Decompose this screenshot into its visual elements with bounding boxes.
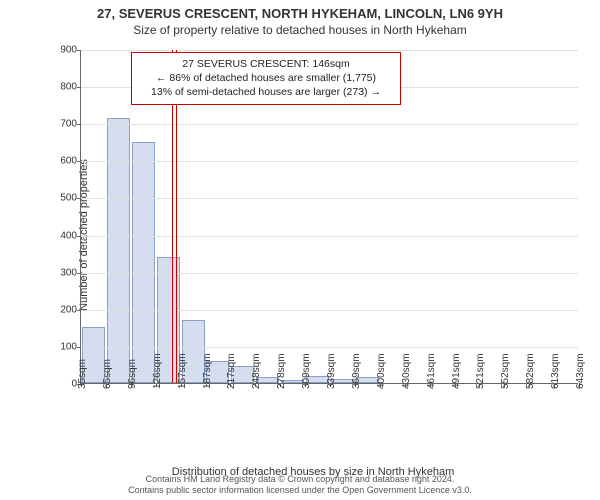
gridline (81, 236, 578, 237)
ytick-mark (77, 50, 81, 51)
gridline (81, 50, 578, 51)
ytick-mark (77, 87, 81, 88)
ytick-mark (77, 310, 81, 311)
gridline (81, 124, 578, 125)
ytick-label: 0 (51, 379, 77, 390)
ytick-label: 800 (51, 82, 77, 93)
footer-attribution: Contains HM Land Registry data © Crown c… (0, 474, 600, 497)
plot-area: 010020030040050060070080090035sqm65sqm96… (80, 50, 578, 384)
ytick-label: 400 (51, 230, 77, 241)
chart-title: 27, SEVERUS CRESCENT, NORTH HYKEHAM, LIN… (0, 6, 600, 21)
xtick-label: 126sqm (152, 353, 163, 389)
xtick-label: 35sqm (77, 359, 88, 389)
xtick-label: 521sqm (475, 353, 486, 389)
gridline (81, 161, 578, 162)
ytick-mark (77, 198, 81, 199)
xtick-label: 248sqm (251, 353, 262, 389)
xtick-label: 65sqm (102, 359, 113, 389)
gridline (81, 347, 578, 348)
gridline (81, 198, 578, 199)
ytick-label: 100 (51, 341, 77, 352)
ytick-label: 900 (51, 45, 77, 56)
ytick-label: 200 (51, 304, 77, 315)
xtick-label: 187sqm (202, 353, 213, 389)
xtick-label: 309sqm (301, 353, 312, 389)
xtick-label: 552sqm (500, 353, 511, 389)
ytick-label: 300 (51, 267, 77, 278)
chart-container: Number of detached properties 0100200300… (48, 50, 578, 420)
xtick-label: 613sqm (550, 353, 561, 389)
ytick-label: 600 (51, 156, 77, 167)
annotation-line: 27 SEVERUS CRESCENT: 146sqm (140, 57, 392, 71)
footer-line-2: Contains public sector information licen… (0, 485, 600, 496)
gridline (81, 310, 578, 311)
gridline (81, 273, 578, 274)
xtick-label: 461sqm (426, 353, 437, 389)
xtick-label: 582sqm (525, 353, 536, 389)
ytick-mark (77, 236, 81, 237)
xtick-label: 157sqm (177, 353, 188, 389)
ytick-mark (77, 124, 81, 125)
histogram-bar (107, 118, 130, 383)
xtick-label: 369sqm (351, 353, 362, 389)
ytick-label: 700 (51, 119, 77, 130)
ytick-mark (77, 161, 81, 162)
chart-subtitle: Size of property relative to detached ho… (0, 23, 600, 37)
xtick-label: 278sqm (276, 353, 287, 389)
annotation-line: 13% of semi-detached houses are larger (… (140, 85, 392, 99)
xtick-label: 491sqm (451, 353, 462, 389)
annotation-line: ← 86% of detached houses are smaller (1,… (140, 71, 392, 85)
xtick-label: 643sqm (575, 353, 586, 389)
ytick-label: 500 (51, 193, 77, 204)
title-block: 27, SEVERUS CRESCENT, NORTH HYKEHAM, LIN… (0, 0, 600, 37)
xtick-label: 339sqm (326, 353, 337, 389)
ytick-mark (77, 347, 81, 348)
xtick-label: 430sqm (401, 353, 412, 389)
footer-line-1: Contains HM Land Registry data © Crown c… (0, 474, 600, 485)
xtick-label: 400sqm (376, 353, 387, 389)
xtick-label: 217sqm (226, 353, 237, 389)
ytick-mark (77, 273, 81, 274)
xtick-label: 96sqm (127, 359, 138, 389)
annotation-box: 27 SEVERUS CRESCENT: 146sqm← 86% of deta… (131, 52, 401, 105)
